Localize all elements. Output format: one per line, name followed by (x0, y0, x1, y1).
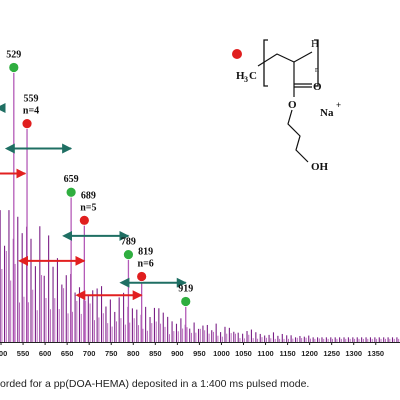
peak-label-919: 919 (178, 283, 193, 294)
left-bracket (263, 39, 268, 87)
structure-red-marker (232, 49, 242, 59)
x-tick-label: 850 (149, 349, 162, 358)
x-tick-label: 1100 (257, 349, 273, 358)
x-tick-label: 900 (171, 349, 184, 358)
peak-label-529: 529 (6, 49, 21, 60)
peak-label-689: 689 (81, 190, 96, 201)
oligomer-label: n=6 (138, 258, 154, 269)
oligomer-label: n=4 (23, 106, 39, 117)
peak-markers (8, 62, 192, 307)
spectrum-peaks (0, 67, 400, 342)
green-marker-659 (65, 186, 77, 198)
x-axis: 500 550 600 650 700 750 800 850 900 950 1000 1050 11… (0, 342, 400, 358)
ethylene-chain (287, 109, 309, 163)
peak-label-559: 559 (24, 94, 39, 105)
red-marker-559 (21, 118, 33, 129)
x-tick-label: 800 (127, 349, 140, 358)
polymer-structure: H n H 3 C O O OH Na + (232, 38, 341, 173)
x-tick-label: 950 (193, 349, 206, 358)
ch3-c-label: C (249, 70, 257, 82)
x-tick-label: 550 (17, 349, 30, 358)
x-tick-label: 750 (105, 349, 118, 358)
peak-label-659: 659 (64, 174, 79, 185)
hydroxyl-label: OH (311, 161, 329, 173)
green-marker-529 (8, 62, 20, 73)
oligomer-label: n=5 (80, 202, 96, 213)
x-tick-label: 1350 (367, 349, 384, 358)
x-tick-label: 1200 (301, 349, 318, 358)
x-tick-label: 1300 (345, 349, 362, 358)
red-marker-689 (78, 214, 90, 226)
x-tick-label: 700 (83, 349, 96, 358)
x-tick-label: 1050 (235, 349, 252, 358)
h-label: H (311, 38, 319, 50)
sodium-charge: + (336, 100, 341, 110)
right-bracket (314, 39, 319, 87)
x-tick-label: 650 (61, 349, 74, 358)
x-tick-label: 1150 (279, 349, 295, 358)
figure-caption: orded for a pp(DOA-HEMA) deposited in a … (0, 378, 310, 390)
ester-o-label: O (288, 99, 297, 111)
peak-label-819: 819 (138, 246, 153, 257)
mass-difference-arrows (0, 103, 187, 301)
green-marker-919 (180, 296, 192, 307)
x-tick-label: 1250 (323, 349, 340, 358)
x-tick-label: 1000 (213, 349, 230, 358)
sodium-label: Na (320, 107, 334, 119)
ch3-subscript: 3 (244, 75, 248, 84)
carbonyl-o-label: O (313, 81, 322, 93)
red-marker-819 (136, 271, 148, 282)
peak-label-789: 789 (121, 237, 136, 248)
n-subscript: n (315, 65, 319, 74)
backbone-bonds (257, 51, 313, 67)
x-tick-label: 600 (39, 349, 52, 358)
x-tick-label: 500 (0, 349, 7, 358)
green-marker-789 (123, 249, 134, 261)
ch3-h-label: H (236, 70, 245, 82)
